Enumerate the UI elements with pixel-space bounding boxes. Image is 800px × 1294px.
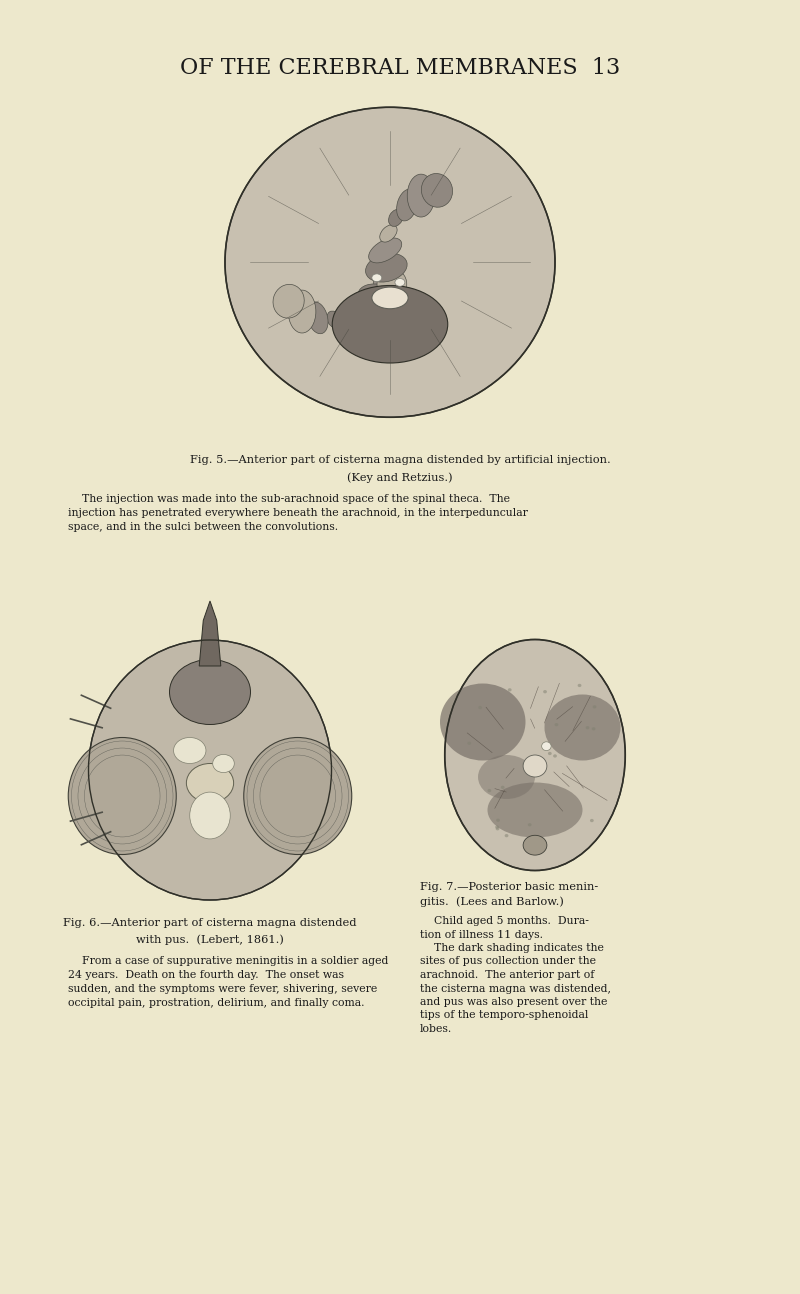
Text: Fig. 6.—Anterior part of cisterna magna distended: Fig. 6.—Anterior part of cisterna magna … <box>63 917 357 928</box>
Ellipse shape <box>487 789 491 792</box>
Ellipse shape <box>496 827 499 831</box>
Text: Child aged 5 months.  Dura-: Child aged 5 months. Dura- <box>420 916 589 927</box>
Text: tips of the temporo-sphenoidal: tips of the temporo-sphenoidal <box>420 1011 588 1021</box>
Ellipse shape <box>350 298 382 322</box>
Ellipse shape <box>495 826 499 828</box>
Ellipse shape <box>586 726 590 730</box>
Text: arachnoid.  The anterior part of: arachnoid. The anterior part of <box>420 970 594 980</box>
Ellipse shape <box>377 269 406 299</box>
Ellipse shape <box>528 823 531 827</box>
Ellipse shape <box>342 308 359 325</box>
Ellipse shape <box>578 683 582 687</box>
Ellipse shape <box>467 741 471 745</box>
Ellipse shape <box>380 225 397 242</box>
Ellipse shape <box>496 819 500 822</box>
Text: OF THE CEREBRAL MEMBRANES  13: OF THE CEREBRAL MEMBRANES 13 <box>180 57 620 79</box>
Ellipse shape <box>332 286 448 364</box>
Text: The dark shading indicates the: The dark shading indicates the <box>420 943 604 952</box>
Text: sudden, and the symptoms were fever, shivering, severe: sudden, and the symptoms were fever, shi… <box>68 983 378 994</box>
Ellipse shape <box>545 695 621 761</box>
Ellipse shape <box>523 754 547 776</box>
Ellipse shape <box>68 738 176 854</box>
Ellipse shape <box>554 723 558 726</box>
Text: gitis.  (Lees and Barlow.): gitis. (Lees and Barlow.) <box>420 895 564 907</box>
Ellipse shape <box>89 641 331 901</box>
Text: From a case of suppurative meningitis in a soldier aged: From a case of suppurative meningitis in… <box>68 956 388 967</box>
Ellipse shape <box>505 833 509 837</box>
Text: with pus.  (Lebert, 1861.): with pus. (Lebert, 1861.) <box>136 934 284 945</box>
Ellipse shape <box>593 705 597 709</box>
Ellipse shape <box>225 107 555 417</box>
Ellipse shape <box>307 302 328 334</box>
Text: Fig. 5.—Anterior part of cisterna magna distended by artificial injection.: Fig. 5.—Anterior part of cisterna magna … <box>190 455 610 465</box>
Ellipse shape <box>522 762 526 766</box>
Ellipse shape <box>501 785 505 789</box>
Ellipse shape <box>273 285 304 318</box>
Ellipse shape <box>186 763 234 802</box>
Ellipse shape <box>445 639 626 871</box>
Text: (Key and Retzius.): (Key and Retzius.) <box>347 472 453 483</box>
Ellipse shape <box>190 792 230 839</box>
Text: lobes.: lobes. <box>420 1024 452 1034</box>
Ellipse shape <box>422 173 453 207</box>
Text: injection has penetrated everywhere beneath the arachnoid, in the interpeduncula: injection has penetrated everywhere bene… <box>68 509 528 518</box>
Ellipse shape <box>369 238 402 263</box>
Ellipse shape <box>366 254 407 282</box>
Ellipse shape <box>327 311 342 329</box>
Text: sites of pus collection under the: sites of pus collection under the <box>420 956 596 967</box>
Ellipse shape <box>523 836 547 855</box>
Ellipse shape <box>478 754 535 798</box>
Ellipse shape <box>543 690 547 694</box>
Ellipse shape <box>389 210 403 226</box>
Text: and pus was also present over the: and pus was also present over the <box>420 996 607 1007</box>
Ellipse shape <box>174 738 206 763</box>
Text: the cisterna magna was distended,: the cisterna magna was distended, <box>420 983 611 994</box>
Ellipse shape <box>244 738 352 854</box>
Ellipse shape <box>358 283 399 313</box>
Ellipse shape <box>397 189 418 221</box>
Ellipse shape <box>548 752 552 756</box>
Ellipse shape <box>592 727 595 730</box>
Ellipse shape <box>487 783 582 837</box>
Text: tion of illness 11 days.: tion of illness 11 days. <box>420 929 543 939</box>
Polygon shape <box>199 600 221 666</box>
Ellipse shape <box>395 278 405 286</box>
Text: occipital pain, prostration, delirium, and finally coma.: occipital pain, prostration, delirium, a… <box>68 998 365 1008</box>
Ellipse shape <box>170 660 250 725</box>
Ellipse shape <box>213 754 234 773</box>
Ellipse shape <box>372 287 408 309</box>
Ellipse shape <box>440 683 526 761</box>
Ellipse shape <box>508 688 512 691</box>
Text: space, and in the sulci between the convolutions.: space, and in the sulci between the conv… <box>68 521 338 532</box>
Ellipse shape <box>372 274 382 282</box>
Text: 24 years.  Death on the fourth day.  The onset was: 24 years. Death on the fourth day. The o… <box>68 970 344 980</box>
Text: Fig. 7.—Posterior basic menin-: Fig. 7.—Posterior basic menin- <box>420 883 598 892</box>
Ellipse shape <box>553 754 557 757</box>
Text: The injection was made into the sub-arachnoid space of the spinal theca.  The: The injection was made into the sub-arac… <box>68 494 510 503</box>
Ellipse shape <box>288 290 316 333</box>
Ellipse shape <box>542 741 551 751</box>
Ellipse shape <box>374 269 403 299</box>
Ellipse shape <box>478 707 482 709</box>
Ellipse shape <box>407 175 435 217</box>
Ellipse shape <box>590 819 594 822</box>
